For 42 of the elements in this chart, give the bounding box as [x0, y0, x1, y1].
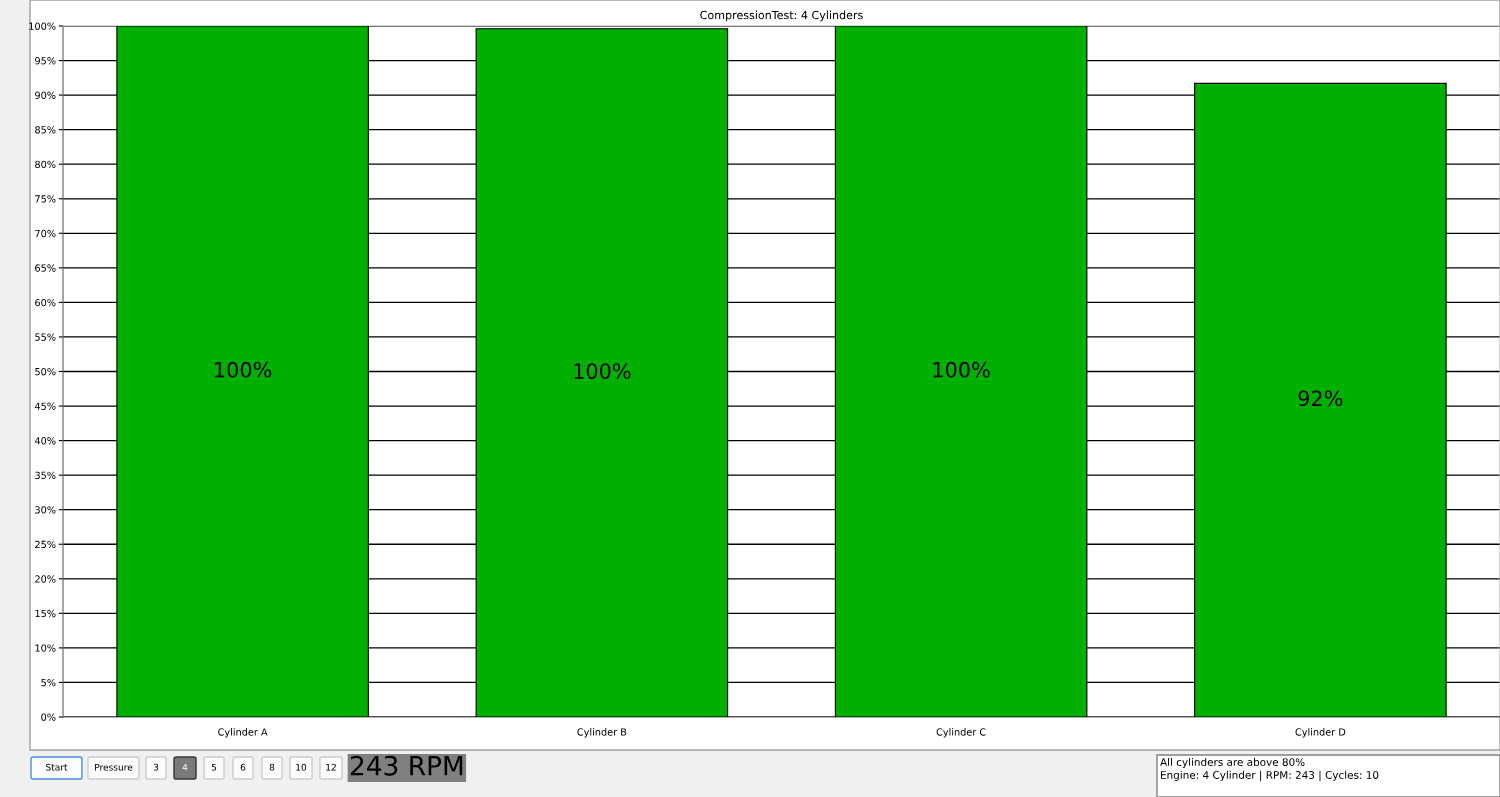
text: 5: [211, 763, 217, 771]
text: 4: [182, 763, 188, 771]
y-tick-label: 20%: [35, 575, 56, 583]
y-tick-label: 40%: [34, 437, 56, 445]
text: 8: [269, 763, 275, 771]
chart-title: CompressionTest: 4 Cylinders: [700, 10, 863, 22]
data-label: 92%: [1298, 390, 1343, 407]
data-label: 100%: [933, 361, 990, 378]
y-tick-label: 80%: [35, 160, 56, 169]
x-tick-label: Cylinder A: [218, 728, 268, 738]
y-tick-label: 25%: [35, 540, 56, 549]
data-label: 100%: [574, 363, 631, 379]
y-tick-label: 100%: [29, 22, 56, 30]
y-tick-label: 90%: [35, 91, 56, 99]
y-tick-label: 65%: [35, 264, 56, 272]
y-tick-label: 50%: [35, 367, 56, 376]
y-tick-label: 75%: [35, 195, 56, 203]
y-tick-label: 60%: [35, 298, 56, 307]
y-tick-label: 70%: [35, 229, 56, 238]
x-tick-label: Cylinder C: [936, 728, 986, 738]
text: 3: [153, 763, 159, 771]
text: 10: [296, 763, 307, 771]
y-tick-label: 5%: [41, 678, 56, 687]
y-tick-label: 95%: [35, 57, 56, 65]
y-tick-label: 10%: [35, 644, 56, 652]
x-tick-label: Cylinder B: [577, 728, 627, 738]
text: Start: [46, 763, 68, 771]
y-tick-label: 85%: [35, 126, 56, 134]
y-tick-label: 45%: [34, 402, 56, 410]
y-tick-label: 55%: [35, 333, 56, 341]
text: 6: [240, 763, 246, 771]
y-tick-label: 30%: [35, 506, 56, 514]
text: 12: [326, 763, 336, 771]
y-tick-label: 0%: [41, 713, 56, 721]
text: 243 RPM: [350, 755, 463, 776]
text: Engine: 4 Cylinder | RPM: 243 | Cycles: 10: [1161, 770, 1379, 782]
y-tick-label: 15%: [35, 609, 56, 618]
text: Pressure: [95, 763, 133, 771]
text: All cylinders are above 80%: [1160, 757, 1305, 769]
x-tick-label: Cylinder D: [1295, 728, 1346, 738]
y-tick-label: 35%: [35, 471, 56, 479]
data-label: 100%: [215, 361, 272, 378]
